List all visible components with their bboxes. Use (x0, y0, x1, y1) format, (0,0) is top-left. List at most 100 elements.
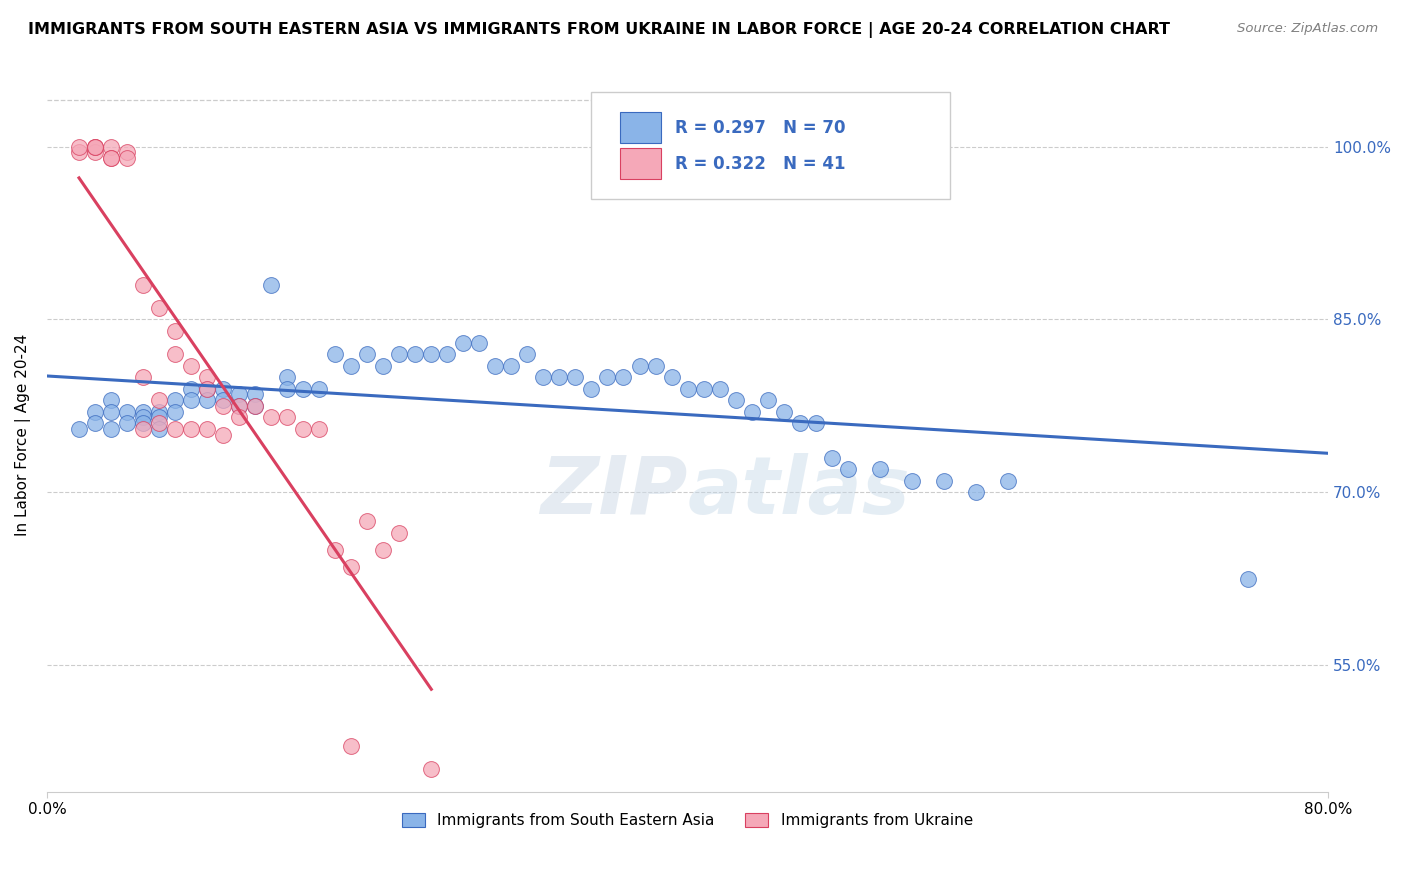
Point (84, 139, 107, 153)
Text: IMMIGRANTS FROM SOUTH EASTERN ASIA VS IMMIGRANTS FROM UKRAINE IN LABOR FORCE | A: IMMIGRANTS FROM SOUTH EASTERN ASIA VS IM… (28, 22, 1170, 38)
Point (821, 450, 844, 465)
Point (100, 139, 122, 153)
Point (997, 474, 1019, 488)
Point (115, 404, 138, 418)
Point (548, 370, 571, 384)
Point (741, 404, 763, 418)
Point (564, 370, 586, 384)
Point (132, 370, 155, 384)
Bar (620, 112, 661, 144)
Point (388, 347, 411, 361)
Point (84, 145, 107, 160)
Point (243, 399, 266, 413)
Point (115, 151, 138, 165)
Point (132, 404, 155, 418)
Point (292, 382, 315, 396)
Point (148, 410, 170, 425)
Point (260, 277, 283, 292)
Point (165, 324, 187, 338)
Point (420, 347, 443, 361)
Point (165, 404, 187, 418)
Point (100, 404, 122, 418)
Point (661, 370, 683, 384)
Point (84, 404, 107, 418)
Point (628, 359, 651, 373)
Point (340, 560, 363, 574)
Y-axis label: In Labor Force | Age 20-24: In Labor Force | Age 20-24 (15, 334, 31, 536)
Point (100, 393, 122, 408)
Point (212, 382, 235, 396)
Text: ZIP: ZIP (540, 453, 688, 531)
Point (804, 416, 827, 430)
Point (837, 462, 859, 476)
Point (212, 427, 235, 442)
Point (692, 382, 714, 396)
Point (132, 410, 155, 425)
Point (356, 347, 378, 361)
Point (308, 422, 330, 436)
Point (132, 416, 155, 430)
Point (516, 347, 538, 361)
Point (612, 370, 634, 384)
Point (581, 382, 603, 396)
Point (165, 393, 187, 408)
Text: R = 0.297   N = 70: R = 0.297 N = 70 (675, 120, 845, 137)
Point (501, 359, 523, 373)
Point (789, 416, 811, 430)
Point (67, 422, 90, 436)
Point (148, 404, 170, 418)
Point (1237, 572, 1260, 586)
Point (228, 399, 250, 413)
Point (676, 382, 699, 396)
Point (195, 393, 218, 408)
Point (276, 382, 298, 396)
Point (148, 422, 170, 436)
Point (453, 335, 475, 350)
Point (756, 393, 779, 408)
Point (212, 399, 235, 413)
Point (388, 525, 411, 540)
Point (180, 393, 202, 408)
Point (165, 422, 187, 436)
FancyBboxPatch shape (592, 92, 950, 199)
Text: R = 0.322   N = 41: R = 0.322 N = 41 (675, 155, 845, 173)
Point (340, 739, 363, 753)
Point (356, 514, 378, 528)
Point (468, 335, 491, 350)
Point (195, 370, 218, 384)
Point (260, 410, 283, 425)
Point (165, 347, 187, 361)
Point (373, 543, 395, 558)
Point (148, 416, 170, 430)
Point (772, 404, 794, 418)
Point (308, 382, 330, 396)
Point (84, 416, 107, 430)
Point (132, 422, 155, 436)
Point (373, 359, 395, 373)
Point (323, 543, 346, 558)
Point (180, 422, 202, 436)
Legend: Immigrants from South Eastern Asia, Immigrants from Ukraine: Immigrants from South Eastern Asia, Immi… (396, 807, 979, 834)
Point (900, 474, 922, 488)
Point (195, 382, 218, 396)
Point (132, 277, 155, 292)
Text: Source: ZipAtlas.com: Source: ZipAtlas.com (1237, 22, 1378, 36)
Point (228, 387, 250, 401)
Point (965, 485, 987, 500)
Point (292, 422, 315, 436)
Point (644, 359, 666, 373)
Point (100, 151, 122, 165)
Point (180, 359, 202, 373)
Point (340, 359, 363, 373)
Point (84, 139, 107, 153)
Bar (620, 148, 661, 179)
Point (228, 410, 250, 425)
Point (404, 347, 426, 361)
Point (115, 145, 138, 160)
Point (195, 422, 218, 436)
Point (67, 139, 90, 153)
Point (84, 139, 107, 153)
Point (323, 347, 346, 361)
Point (932, 474, 955, 488)
Point (869, 462, 891, 476)
